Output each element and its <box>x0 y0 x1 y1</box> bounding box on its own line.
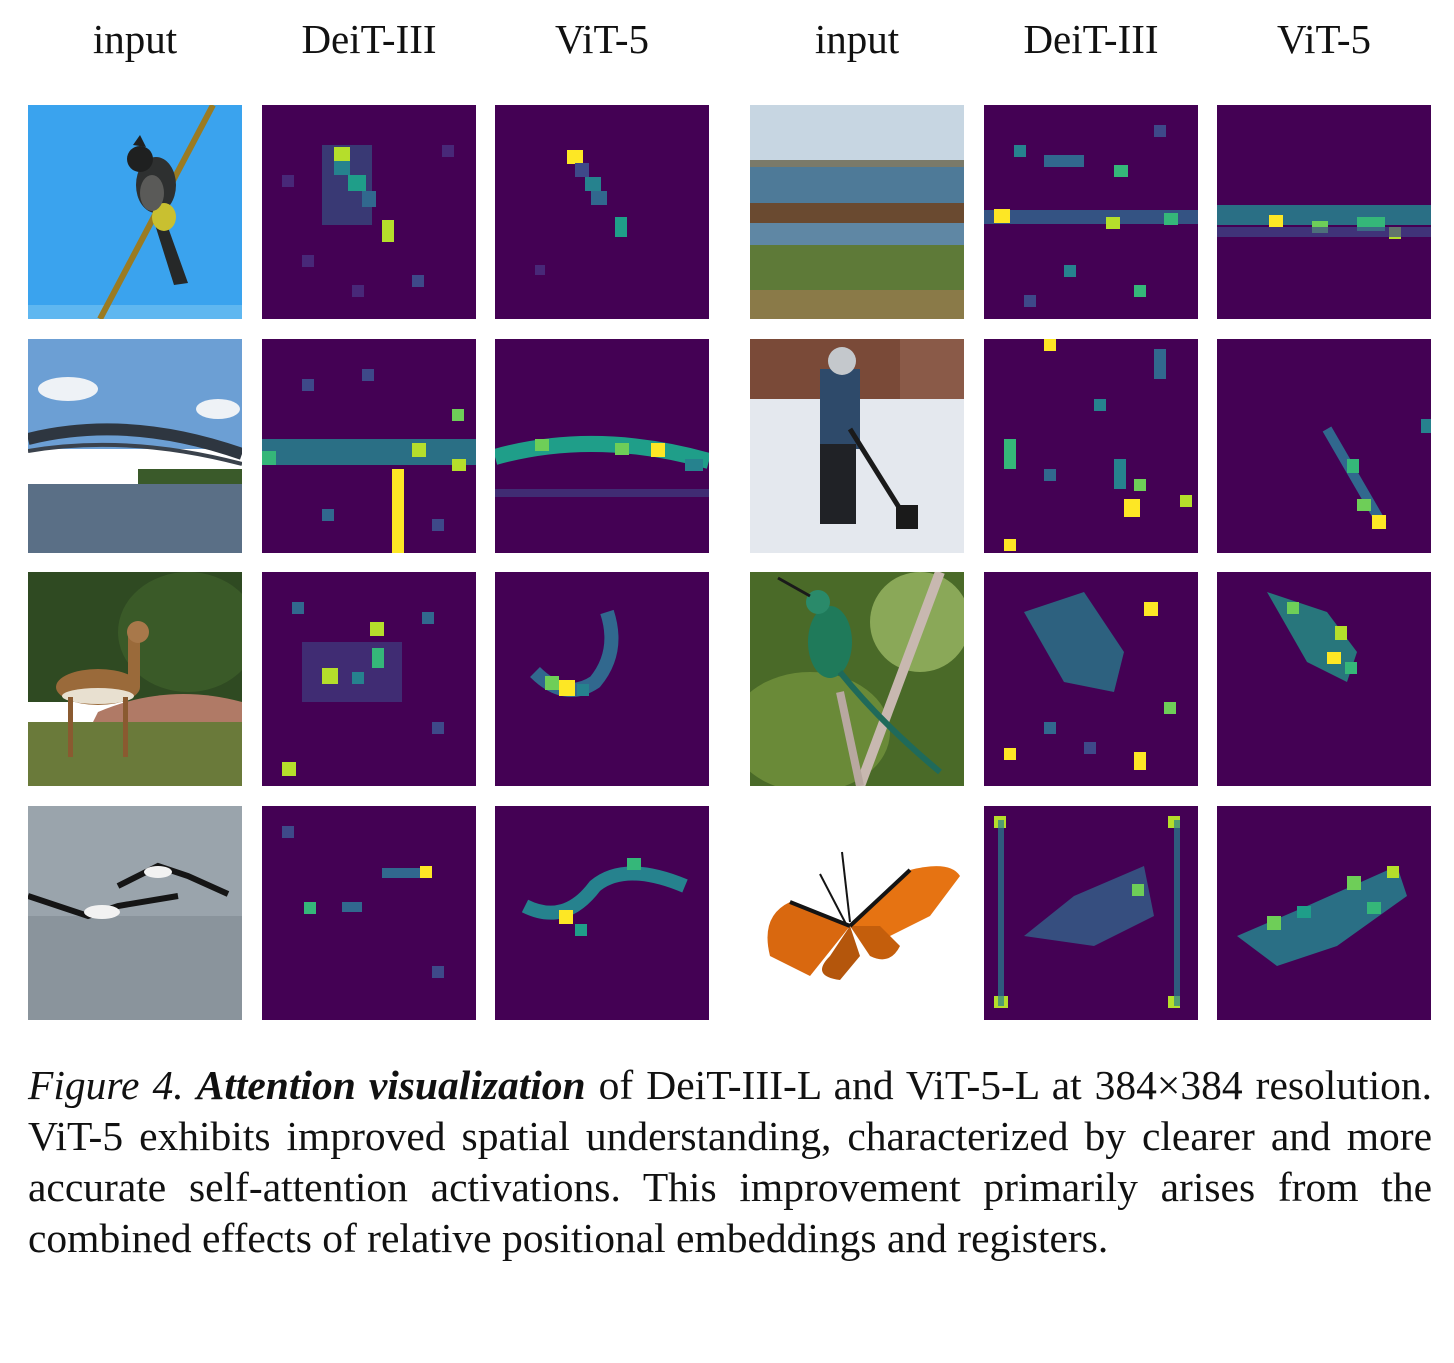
input-image-bird <box>28 105 242 319</box>
vit5-attention-map-shoreline <box>1217 105 1431 319</box>
vit5-attention-map-bird <box>495 105 709 319</box>
vit5-attention-map-gazelle <box>495 572 709 786</box>
vit5-attention-map-hummingbird <box>1217 572 1431 786</box>
column-header-input-left: input <box>92 16 178 62</box>
deit-attention-map-shoreline <box>984 105 1198 319</box>
caption-label: Figure 4. <box>28 1062 184 1108</box>
input-image-shoreline <box>750 105 964 319</box>
input-image-hummingbird <box>750 572 964 786</box>
deit-attention-map-butterfly <box>984 806 1198 1020</box>
deit-attention-map-bird <box>262 105 476 319</box>
vit5-attention-map-bridge <box>495 339 709 553</box>
deit-attention-map-seabirds <box>262 806 476 1020</box>
column-header-deit-right: DeiT-III <box>1023 16 1159 62</box>
column-header-input-right: input <box>814 16 900 62</box>
input-image-gazelle <box>28 572 242 786</box>
caption-text: of DeiT-III-L and ViT-5-L at 384×384 res… <box>28 1062 1432 1261</box>
input-image-bridge <box>28 339 242 553</box>
deit-attention-map-snow-shovel <box>984 339 1198 553</box>
vit5-attention-map-seabirds <box>495 806 709 1020</box>
column-header-vit5-left: ViT-5 <box>555 16 649 62</box>
column-header-deit-left: DeiT-III <box>301 16 437 62</box>
input-image-snow-shovel <box>750 339 964 553</box>
deit-attention-map-hummingbird <box>984 572 1198 786</box>
vit5-attention-map-snow-shovel <box>1217 339 1431 553</box>
deit-attention-map-bridge <box>262 339 476 553</box>
input-image-seabirds <box>28 806 242 1020</box>
column-header-vit5-right: ViT-5 <box>1277 16 1371 62</box>
vit5-attention-map-butterfly <box>1217 806 1431 1020</box>
caption-title: Attention visualization <box>196 1062 586 1108</box>
input-image-butterfly <box>750 806 964 1020</box>
deit-attention-map-gazelle <box>262 572 476 786</box>
figure-caption: Figure 4. Attention visualization of Dei… <box>28 1060 1432 1264</box>
